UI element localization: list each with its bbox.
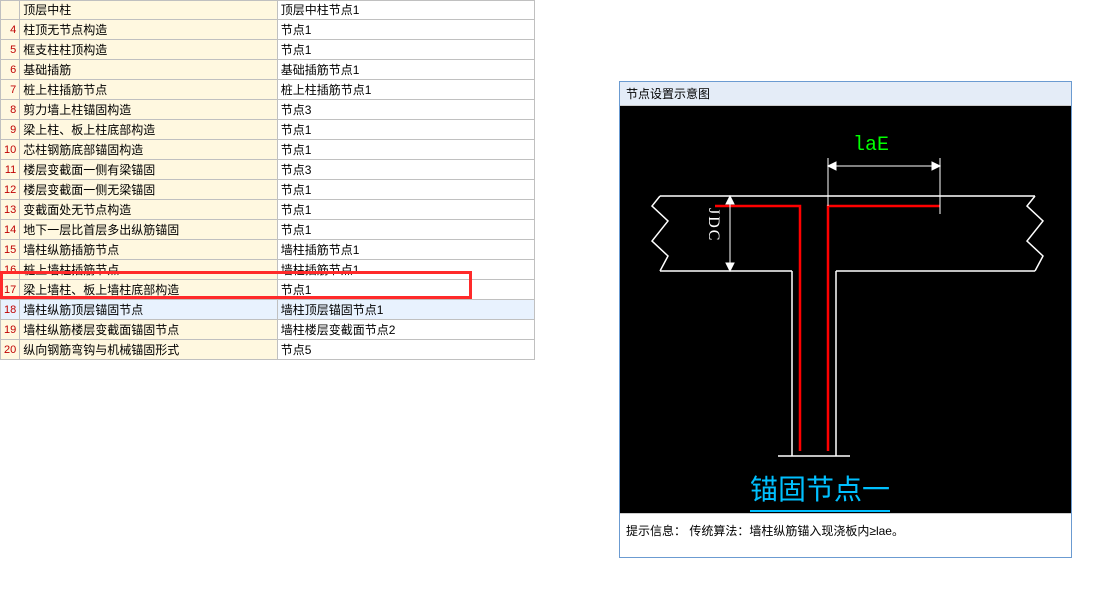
row-number: 10 <box>1 140 20 160</box>
row-node[interactable]: 桩上柱插筋节点1 <box>277 80 534 100</box>
row-number: 14 <box>1 220 20 240</box>
row-node[interactable]: 节点1 <box>277 200 534 220</box>
row-node[interactable]: 节点1 <box>277 220 534 240</box>
row-number: 17 <box>1 280 20 300</box>
row-name: 芯柱钢筋底部锚固构造 <box>20 140 277 160</box>
row-node[interactable]: 节点1 <box>277 180 534 200</box>
diagram-footer-label: 锚固节点一 <box>750 468 890 512</box>
table-row[interactable]: 20纵向钢筋弯钩与机械锚固形式节点5 <box>1 340 535 360</box>
row-number: 9 <box>1 120 20 140</box>
row-node[interactable]: 基础插筋节点1 <box>277 60 534 80</box>
row-number: 15 <box>1 240 20 260</box>
row-node[interactable]: 节点1 <box>277 280 534 300</box>
diagram-tip: 提示信息： 传统算法：墙柱纵筋锚入现浇板内≥lae。 <box>620 513 1071 557</box>
row-number: 4 <box>1 20 20 40</box>
row-node[interactable]: 节点1 <box>277 40 534 60</box>
tip-text: 传统算法：墙柱纵筋锚入现浇板内≥lae。 <box>689 524 904 538</box>
table-row[interactable]: 14地下一层比首层多出纵筋锚固节点1 <box>1 220 535 240</box>
table-row[interactable]: 13变截面处无节点构造节点1 <box>1 200 535 220</box>
table-row[interactable]: 5框支柱柱顶构造节点1 <box>1 40 535 60</box>
row-node[interactable]: 节点3 <box>277 160 534 180</box>
dimension-label-jdc: JDC <box>704 208 722 242</box>
row-name: 梁上柱、板上柱底部构造 <box>20 120 277 140</box>
table-row[interactable]: 10芯柱钢筋底部锚固构造节点1 <box>1 140 535 160</box>
row-number <box>1 1 20 20</box>
row-node[interactable]: 墙柱插筋节点1 <box>277 240 534 260</box>
row-name: 墙柱纵筋顶层锚固节点 <box>20 300 277 320</box>
table-row[interactable]: 6基础插筋基础插筋节点1 <box>1 60 535 80</box>
diagram-title: 节点设置示意图 <box>620 82 1071 106</box>
row-name: 桩上柱插筋节点 <box>20 80 277 100</box>
row-number: 16 <box>1 260 20 280</box>
row-node[interactable]: 节点3 <box>277 100 534 120</box>
row-number: 8 <box>1 100 20 120</box>
settings-table: 顶层中柱顶层中柱节点14柱顶无节点构造节点15框支柱柱顶构造节点16基础插筋基础… <box>0 0 535 360</box>
row-name: 基础插筋 <box>20 60 277 80</box>
row-node[interactable]: 墙柱顶层锚固节点1 <box>277 300 534 320</box>
table-row[interactable]: 8剪力墙上柱锚固构造节点3 <box>1 100 535 120</box>
settings-table-region: 顶层中柱顶层中柱节点14柱顶无节点构造节点15框支柱柱顶构造节点16基础插筋基础… <box>0 0 535 360</box>
row-name: 楼层变截面一侧有梁锚固 <box>20 160 277 180</box>
row-number: 20 <box>1 340 20 360</box>
table-row[interactable]: 15墙柱纵筋插筋节点墙柱插筋节点1 <box>1 240 535 260</box>
table-row[interactable]: 顶层中柱顶层中柱节点1 <box>1 1 535 20</box>
row-name: 顶层中柱 <box>20 1 277 20</box>
table-row[interactable]: 4柱顶无节点构造节点1 <box>1 20 535 40</box>
row-name: 剪力墙上柱锚固构造 <box>20 100 277 120</box>
table-row[interactable]: 7桩上柱插筋节点桩上柱插筋节点1 <box>1 80 535 100</box>
tip-prefix: 提示信息： <box>626 524 686 538</box>
table-row[interactable]: 12楼层变截面一侧无梁锚固节点1 <box>1 180 535 200</box>
table-row[interactable]: 17梁上墙柱、板上墙柱底部构造节点1 <box>1 280 535 300</box>
row-node[interactable]: 顶层中柱节点1 <box>277 1 534 20</box>
row-name: 纵向钢筋弯钩与机械锚固形式 <box>20 340 277 360</box>
row-name: 楼层变截面一侧无梁锚固 <box>20 180 277 200</box>
table-row[interactable]: 11楼层变截面一侧有梁锚固节点3 <box>1 160 535 180</box>
row-name: 柱顶无节点构造 <box>20 20 277 40</box>
dimension-label-lae: laE <box>853 134 889 157</box>
diagram-svg <box>620 106 1073 513</box>
row-node[interactable]: 墙柱插筋节点1 <box>277 260 534 280</box>
row-name: 框支柱柱顶构造 <box>20 40 277 60</box>
row-name: 变截面处无节点构造 <box>20 200 277 220</box>
table-row[interactable]: 16桩上墙柱插筋节点墙柱插筋节点1 <box>1 260 535 280</box>
table-row[interactable]: 9梁上柱、板上柱底部构造节点1 <box>1 120 535 140</box>
row-node[interactable]: 墙柱楼层变截面节点2 <box>277 320 534 340</box>
row-number: 18 <box>1 300 20 320</box>
row-name: 墙柱纵筋插筋节点 <box>20 240 277 260</box>
row-number: 13 <box>1 200 20 220</box>
diagram-panel: 节点设置示意图 <box>619 81 1072 558</box>
row-name: 墙柱纵筋楼层变截面锚固节点 <box>20 320 277 340</box>
table-row[interactable]: 18墙柱纵筋顶层锚固节点墙柱顶层锚固节点1 <box>1 300 535 320</box>
row-node[interactable]: 节点5 <box>277 340 534 360</box>
row-number: 19 <box>1 320 20 340</box>
table-row[interactable]: 19墙柱纵筋楼层变截面锚固节点墙柱楼层变截面节点2 <box>1 320 535 340</box>
row-name: 地下一层比首层多出纵筋锚固 <box>20 220 277 240</box>
row-node[interactable]: 节点1 <box>277 140 534 160</box>
row-name: 桩上墙柱插筋节点 <box>20 260 277 280</box>
row-name: 梁上墙柱、板上墙柱底部构造 <box>20 280 277 300</box>
row-number: 11 <box>1 160 20 180</box>
row-number: 7 <box>1 80 20 100</box>
row-node[interactable]: 节点1 <box>277 120 534 140</box>
row-number: 12 <box>1 180 20 200</box>
row-number: 5 <box>1 40 20 60</box>
row-number: 6 <box>1 60 20 80</box>
row-node[interactable]: 节点1 <box>277 20 534 40</box>
diagram-canvas: laE JDC 锚固节点一 <box>620 106 1071 513</box>
